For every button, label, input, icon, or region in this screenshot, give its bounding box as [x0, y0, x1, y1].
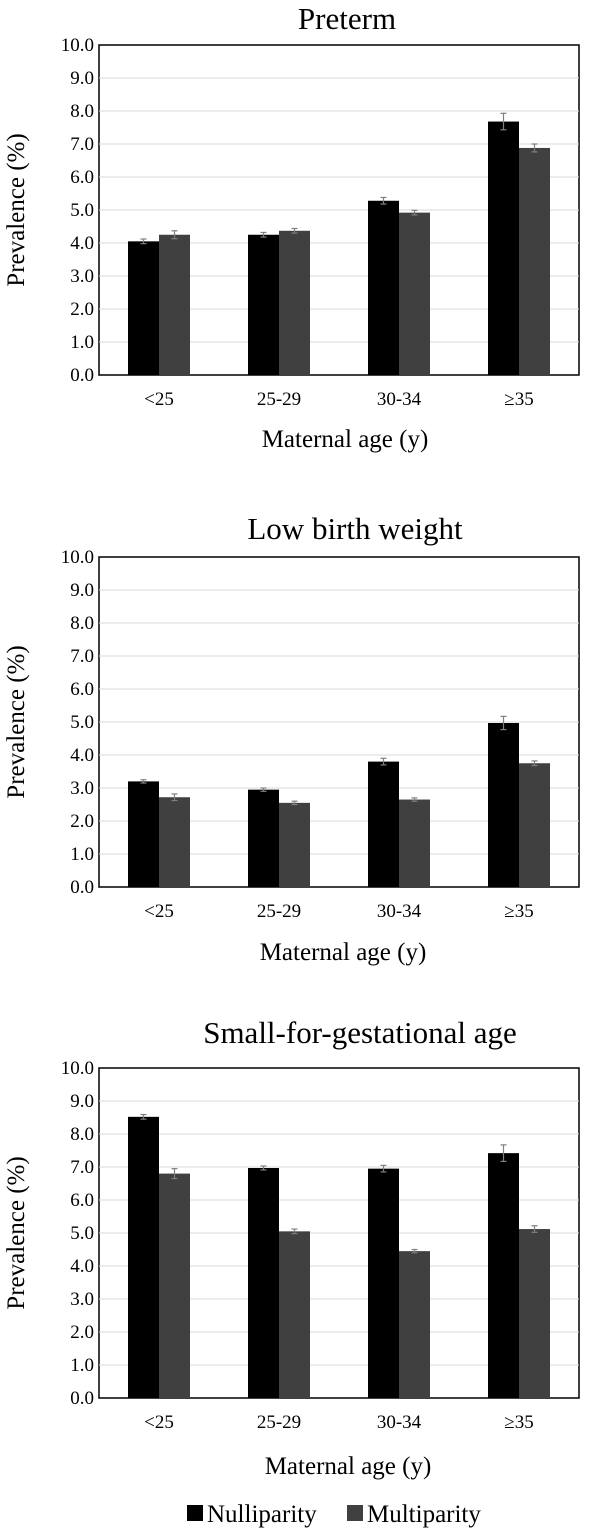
bar-nulliparity-3 — [488, 1153, 519, 1398]
gridlines — [99, 589, 579, 855]
bar-multiparity-3 — [519, 147, 550, 375]
bar-nulliparity-0 — [128, 241, 159, 375]
y-tick-label: 9.0 — [70, 580, 94, 601]
y-tick-label: 10.0 — [61, 35, 94, 56]
x-tick-label: 30-34 — [377, 389, 422, 410]
y-axis-title: Prevalence (%) — [3, 645, 30, 798]
y-tick-label: 3.0 — [70, 778, 94, 799]
y-tick-label: 0.0 — [70, 1388, 94, 1409]
x-axis-ticks: <25 25-29 30-34 ≥35 — [144, 1412, 534, 1433]
bar-multiparity-3 — [519, 1229, 550, 1398]
bars — [128, 112, 550, 375]
bars — [128, 715, 550, 887]
y-tick-label: 2.0 — [70, 1322, 94, 1343]
y-tick-label: 7.0 — [70, 1157, 94, 1178]
y-tick-label: 6.0 — [70, 1190, 94, 1211]
y-tick-label: 6.0 — [70, 167, 94, 188]
x-tick-label: 25-29 — [257, 1412, 301, 1433]
x-tick-label: ≥35 — [504, 1412, 533, 1433]
y-tick-label: 1.0 — [70, 1355, 94, 1376]
y-tick-label: 0.0 — [70, 365, 94, 386]
y-axis-ticks: 0.0 1.0 2.0 3.0 4.0 5.0 6.0 7.0 8.0 9.0 10.0 — [61, 547, 94, 898]
chart-title: Preterm — [298, 1, 396, 36]
y-tick-label: 5.0 — [70, 200, 94, 221]
y-tick-label: 0.0 — [70, 877, 94, 898]
x-tick-label: ≥35 — [504, 901, 533, 922]
chart-panel-small-for-gestational-age: Small-for-gestational age 0.0 1.0 2.0 3.0 4.… — [3, 1015, 580, 1480]
y-tick-label: 9.0 — [70, 1091, 94, 1112]
bar-nulliparity-3 — [488, 722, 519, 887]
y-axis-title: Prevalence (%) — [3, 133, 30, 286]
bar-multiparity-1 — [279, 802, 310, 887]
bar-multiparity-2 — [399, 799, 430, 887]
x-tick-label: 25-29 — [257, 901, 301, 922]
y-tick-label: 9.0 — [70, 68, 94, 89]
y-tick-label: 6.0 — [70, 679, 94, 700]
bars — [128, 1113, 550, 1398]
bar-multiparity-2 — [399, 212, 430, 375]
y-axis-ticks: 0.0 1.0 2.0 3.0 4.0 5.0 6.0 7.0 8.0 9.0 10.0 — [61, 35, 94, 386]
x-tick-label: 25-29 — [257, 389, 301, 410]
y-tick-label: 2.0 — [70, 811, 94, 832]
bar-multiparity-0 — [159, 234, 190, 375]
y-tick-label: 8.0 — [70, 1124, 94, 1145]
y-tick-label: 1.0 — [70, 332, 94, 353]
y-tick-label: 3.0 — [70, 1289, 94, 1310]
bar-nulliparity-2 — [368, 761, 399, 887]
legend-swatch-multiparity — [347, 1505, 363, 1521]
bar-nulliparity-2 — [368, 1168, 399, 1398]
y-tick-label: 8.0 — [70, 613, 94, 634]
bar-multiparity-0 — [159, 1173, 190, 1398]
x-axis-title: Maternal age (y) — [260, 939, 427, 966]
chart-panel-low-birth-weight: Low birth weight 0.0 1.0 2.0 3.0 4.0 5.0 6.0 7.… — [3, 511, 580, 966]
chart-panel-preterm: Preterm 0.0 1.0 2.0 3.0 4.0 5.0 6.0 7.0 8.0 9.0 10… — [3, 1, 580, 453]
x-axis-ticks: <25 25-29 30-34 ≥35 — [144, 901, 534, 922]
bar-multiparity-0 — [159, 797, 190, 887]
legend-swatch-nulliparity — [187, 1505, 203, 1521]
y-tick-label: 1.0 — [70, 844, 94, 865]
legend: Nulliparity Multiparity — [187, 1501, 481, 1528]
x-axis-ticks: <25 25-29 30-34 ≥35 — [144, 389, 534, 410]
y-axis-ticks: 0.0 1.0 2.0 3.0 4.0 5.0 6.0 7.0 8.0 9.0 10.0 — [61, 1058, 94, 1409]
x-tick-label: <25 — [144, 1412, 174, 1433]
y-tick-label: 5.0 — [70, 712, 94, 733]
x-tick-label: <25 — [144, 389, 174, 410]
x-tick-label: <25 — [144, 901, 174, 922]
x-axis-title: Maternal age (y) — [265, 1453, 432, 1480]
y-tick-label: 10.0 — [61, 1058, 94, 1079]
y-tick-label: 4.0 — [70, 233, 94, 254]
y-tick-label: 4.0 — [70, 1256, 94, 1277]
bar-nulliparity-1 — [248, 789, 279, 887]
y-tick-label: 5.0 — [70, 1223, 94, 1244]
bar-nulliparity-1 — [248, 1167, 279, 1398]
y-tick-label: 3.0 — [70, 266, 94, 287]
y-tick-label: 7.0 — [70, 134, 94, 155]
x-tick-label: 30-34 — [377, 1412, 422, 1433]
x-tick-label: ≥35 — [504, 389, 533, 410]
y-axis-title: Prevalence (%) — [3, 1156, 30, 1309]
y-tick-label: 2.0 — [70, 299, 94, 320]
bar-nulliparity-1 — [248, 234, 279, 375]
bar-multiparity-1 — [279, 1231, 310, 1398]
y-tick-label: 4.0 — [70, 745, 94, 766]
bar-multiparity-2 — [399, 1251, 430, 1398]
chart-title: Small-for-gestational age — [203, 1015, 517, 1050]
bar-multiparity-1 — [279, 230, 310, 375]
bar-nulliparity-0 — [128, 781, 159, 887]
bar-nulliparity-3 — [488, 121, 519, 375]
x-tick-label: 30-34 — [377, 901, 422, 922]
legend-label-multiparity: Multiparity — [367, 1501, 481, 1528]
chart-title: Low birth weight — [247, 511, 463, 546]
bar-multiparity-3 — [519, 763, 550, 887]
y-tick-label: 10.0 — [61, 547, 94, 568]
legend-label-nulliparity: Nulliparity — [207, 1501, 317, 1528]
y-tick-label: 8.0 — [70, 101, 94, 122]
bar-nulliparity-2 — [368, 200, 399, 375]
y-tick-label: 7.0 — [70, 646, 94, 667]
bar-nulliparity-0 — [128, 1116, 159, 1398]
x-axis-title: Maternal age (y) — [262, 426, 429, 453]
